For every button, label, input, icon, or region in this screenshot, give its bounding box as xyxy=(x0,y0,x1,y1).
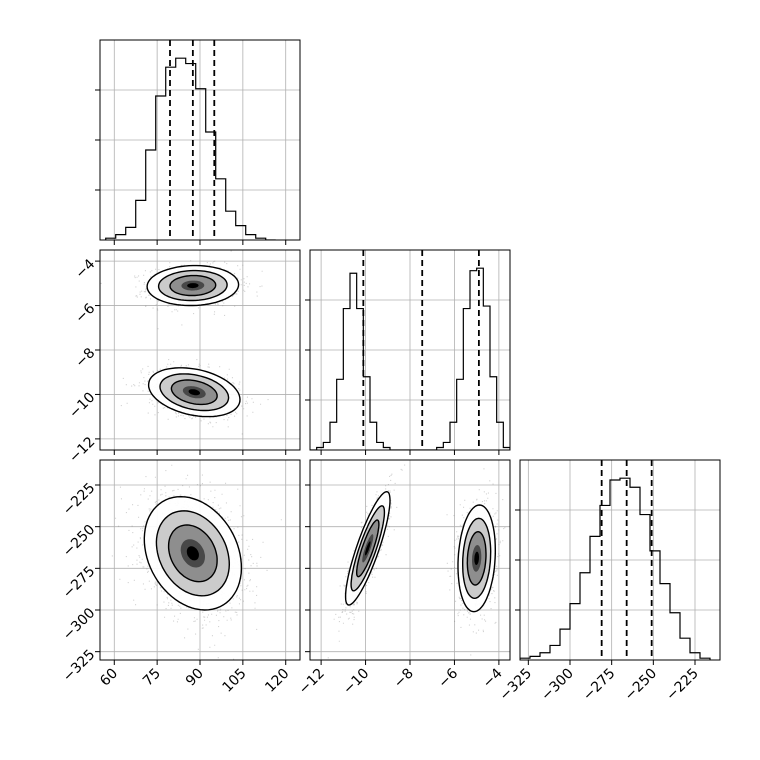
hist-p1-panel xyxy=(305,249,511,455)
scatter-p0-p1-mode-0-peak xyxy=(187,283,199,289)
hist-p0-bin-12 xyxy=(226,211,236,240)
scatter-p0-p2-mode-0-contour-1 xyxy=(155,510,231,597)
scatter-p0-p2-mode-0-peak xyxy=(186,546,199,561)
scatter-p0-p1-mode-0 xyxy=(100,250,263,330)
scatter-p1-p2-mode-0-contour-0 xyxy=(344,490,391,606)
hist-p1-bin-26 xyxy=(483,306,490,450)
hist-p2-step xyxy=(520,477,711,660)
hist-p1-bin-6 xyxy=(350,273,357,450)
hist-p1-bin-24 xyxy=(470,271,477,450)
hist-p2-bin-17 xyxy=(690,653,700,660)
scatter-p0-p1-mode-1-peak xyxy=(188,389,200,396)
hist-p2-bin-3 xyxy=(550,645,560,660)
hist-p1-bin-23 xyxy=(463,309,470,450)
scatter-p1-p2-mode-1-contour-0 xyxy=(457,504,496,613)
hist-p1-bin-3 xyxy=(330,422,337,450)
hist-p0-bin-14 xyxy=(246,235,256,240)
scatter-p1-p2-mode-0 xyxy=(327,464,406,659)
hist-p0-bin-11 xyxy=(216,179,226,240)
hist-p0-panel xyxy=(95,39,301,245)
hist-p0-bin-2 xyxy=(126,227,136,240)
scatter-p0-p2-mode-0-contour-2 xyxy=(167,524,218,583)
hist-p0-bin-13 xyxy=(236,226,246,240)
scatter-p1-p2-mode-0-contour-2 xyxy=(356,519,380,578)
hist-p0-bin-9 xyxy=(196,89,206,240)
scatter-p1-p2-mode-0-contour-1 xyxy=(350,505,386,592)
hist-p2-bin-12 xyxy=(640,515,650,660)
hist-p1-bin-7 xyxy=(357,309,364,450)
hist-p2-bin-11 xyxy=(630,487,640,660)
scatter-p1-p2-mode-1-contour-2 xyxy=(466,530,487,586)
hist-p1-bin-4 xyxy=(337,379,344,450)
hist-p2-bin-15 xyxy=(670,613,680,660)
scatter-p0-p1-mode-0-contour-0 xyxy=(146,264,240,307)
hist-p1-step xyxy=(310,267,510,450)
scatter-p0-p1-mode-1-contour-0 xyxy=(147,367,241,418)
hist-p2-bin-9 xyxy=(610,480,620,660)
hist-p2-bin-16 xyxy=(680,638,690,660)
scatter-p1-p2-mode-1-contour-1 xyxy=(462,517,492,600)
hist-p0-bin-8 xyxy=(186,64,196,240)
hist-p0-bin-4 xyxy=(146,150,156,240)
hist-p1-bin-28 xyxy=(497,422,504,450)
hist-p0-bin-3 xyxy=(136,200,146,240)
hist-p0-bin-1 xyxy=(116,235,126,240)
scatter-p1-p2-mode-1-peak xyxy=(474,551,479,565)
hist-p1-bin-10 xyxy=(377,442,384,450)
scatter-p0-p1-mode-0-contour-2 xyxy=(169,274,217,297)
hist-p2-bin-14 xyxy=(660,584,670,660)
scatter-p0-p2-mode-0-contour-0 xyxy=(143,495,243,611)
scatter-p0-p2-mode-0 xyxy=(111,464,282,660)
hist-p2-bin-10 xyxy=(620,478,630,660)
hist-p2-bin-7 xyxy=(590,536,600,660)
scatter-p0-p1-mode-1-contour-2 xyxy=(170,379,218,406)
hist-p2-bin-2 xyxy=(540,653,550,660)
hist-p2-bin-1 xyxy=(530,656,540,660)
scatter-p0-p1-mode-1 xyxy=(120,359,269,435)
scatter-p0-p1-mode-1-contour-1 xyxy=(159,373,230,412)
hist-p0-step xyxy=(105,57,276,240)
hist-p1-bin-27 xyxy=(490,377,497,450)
scatter-p1-p2-mode-1 xyxy=(446,468,506,656)
hist-p1-bin-9 xyxy=(370,422,377,450)
hist-p1-bin-5 xyxy=(343,309,350,450)
hist-p2-bin-6 xyxy=(580,573,590,660)
scatter-p1-p2-mode-0-peak xyxy=(365,541,371,556)
hist-p1-bin-2 xyxy=(323,442,330,450)
hist-p0-bin-5 xyxy=(156,96,166,240)
hist-p1-bin-25 xyxy=(477,268,484,450)
hist-p1-bin-22 xyxy=(457,379,464,450)
scatter-p0-p1-mode-0-contour-1 xyxy=(157,269,228,302)
hist-p1-bin-21 xyxy=(450,422,457,450)
hist-p2-bin-4 xyxy=(560,629,570,660)
hist-p1-bin-20 xyxy=(443,442,450,450)
hist-p0-bin-7 xyxy=(176,58,186,240)
hist-p2-bin-5 xyxy=(570,604,580,660)
hist-p1-bin-8 xyxy=(363,377,370,450)
